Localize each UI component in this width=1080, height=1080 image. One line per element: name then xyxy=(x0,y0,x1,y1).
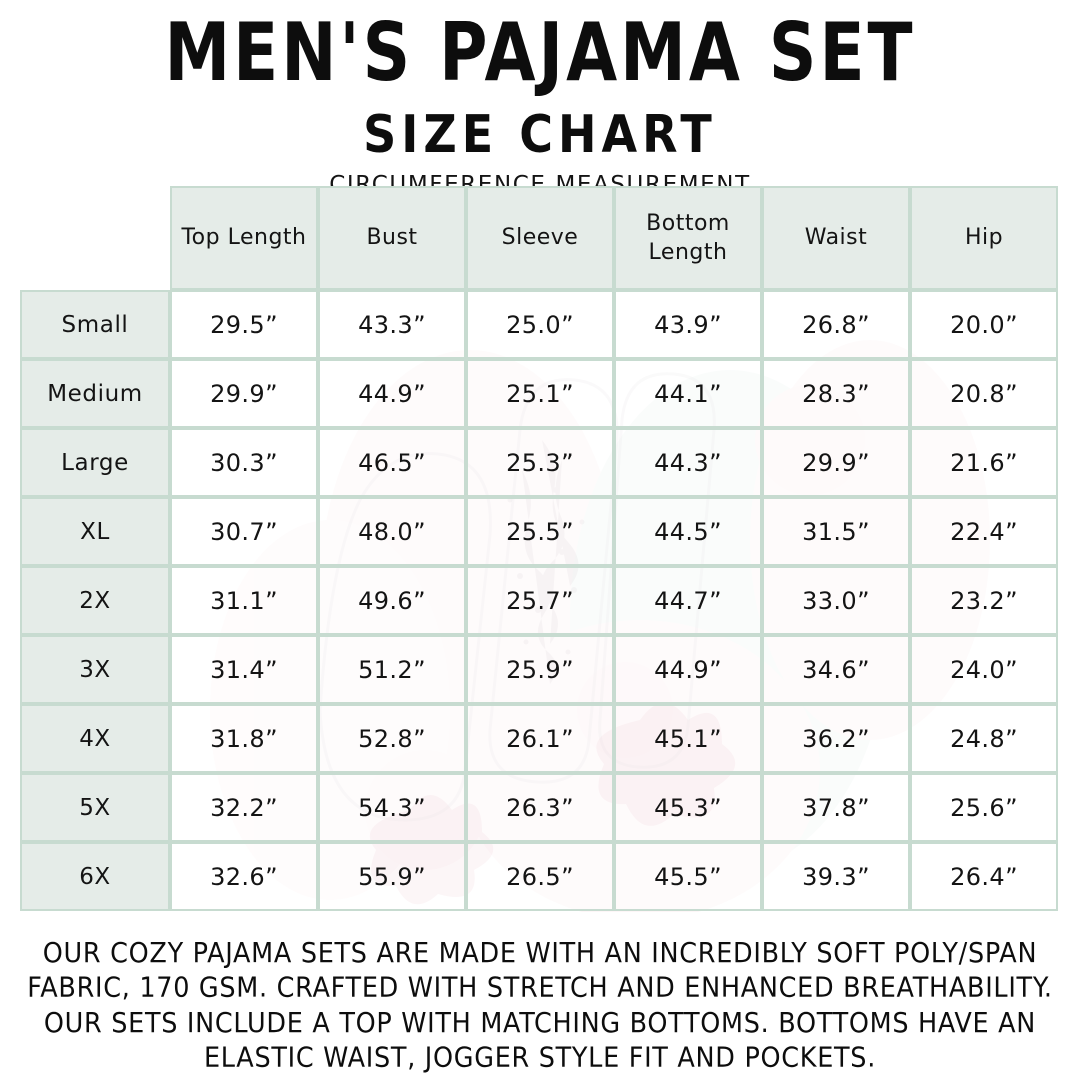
cell-3x-bust: 51.2” xyxy=(318,635,466,704)
cell-2x-bust: 49.6” xyxy=(318,566,466,635)
cell-large-hip: 21.6” xyxy=(910,428,1058,497)
cell-6x-hip: 26.4” xyxy=(910,842,1058,911)
row-label-4x: 4X xyxy=(20,704,170,773)
cell-xl-bottom-length: 44.5” xyxy=(614,497,762,566)
cell-3x-bottom-length: 44.9” xyxy=(614,635,762,704)
cell-medium-hip: 20.8” xyxy=(910,359,1058,428)
cell-xl-waist: 31.5” xyxy=(762,497,910,566)
cell-5x-sleeve: 26.3” xyxy=(466,773,614,842)
cell-large-waist: 29.9” xyxy=(762,428,910,497)
size-chart-table-wrapper: Top Length Bust Sleeve Bottom Length Wai… xyxy=(20,186,1058,912)
cell-3x-top-length: 31.4” xyxy=(170,635,318,704)
cell-small-waist: 26.8” xyxy=(762,290,910,359)
cell-medium-top-length: 29.9” xyxy=(170,359,318,428)
cell-6x-bust: 55.9” xyxy=(318,842,466,911)
cell-6x-waist: 39.3” xyxy=(762,842,910,911)
cell-xl-sleeve: 25.5” xyxy=(466,497,614,566)
cell-5x-hip: 25.6” xyxy=(910,773,1058,842)
cell-small-top-length: 29.5” xyxy=(170,290,318,359)
cell-large-bust: 46.5” xyxy=(318,428,466,497)
column-header-top-length: Top Length xyxy=(170,186,318,290)
cell-small-bust: 43.3” xyxy=(318,290,466,359)
cell-medium-waist: 28.3” xyxy=(762,359,910,428)
column-header-bust: Bust xyxy=(318,186,466,290)
table-row: 6X 32.6” 55.9” 26.5” 45.5” 39.3” 26.4” xyxy=(20,842,1058,911)
table-row: Small 29.5” 43.3” 25.0” 43.9” 26.8” 20.0… xyxy=(20,290,1058,359)
column-header-hip: Hip xyxy=(910,186,1058,290)
cell-small-sleeve: 25.0” xyxy=(466,290,614,359)
table-row: 2X 31.1” 49.6” 25.7” 44.7” 33.0” 23.2” xyxy=(20,566,1058,635)
cell-4x-bottom-length: 45.1” xyxy=(614,704,762,773)
cell-4x-waist: 36.2” xyxy=(762,704,910,773)
cell-2x-top-length: 31.1” xyxy=(170,566,318,635)
cell-4x-hip: 24.8” xyxy=(910,704,1058,773)
cell-medium-sleeve: 25.1” xyxy=(466,359,614,428)
cell-5x-bust: 54.3” xyxy=(318,773,466,842)
row-label-6x: 6X xyxy=(20,842,170,911)
table-row: 3X 31.4” 51.2” 25.9” 44.9” 34.6” 24.0” xyxy=(20,635,1058,704)
row-label-medium: Medium xyxy=(20,359,170,428)
table-row: 4X 31.8” 52.8” 26.1” 45.1” 36.2” 24.8” xyxy=(20,704,1058,773)
table-row: 5X 32.2” 54.3” 26.3” 45.3” 37.8” 25.6” xyxy=(20,773,1058,842)
cell-4x-sleeve: 26.1” xyxy=(466,704,614,773)
cell-5x-top-length: 32.2” xyxy=(170,773,318,842)
cell-3x-sleeve: 25.9” xyxy=(466,635,614,704)
cell-medium-bust: 44.9” xyxy=(318,359,466,428)
cell-6x-sleeve: 26.5” xyxy=(466,842,614,911)
cell-small-bottom-length: 43.9” xyxy=(614,290,762,359)
header-row: Top Length Bust Sleeve Bottom Length Wai… xyxy=(20,186,1058,290)
cell-3x-hip: 24.0” xyxy=(910,635,1058,704)
cell-2x-sleeve: 25.7” xyxy=(466,566,614,635)
cell-2x-waist: 33.0” xyxy=(762,566,910,635)
title-block: MEN'S PAJAMA SET SIZE CHART CIRCUMFERENC… xyxy=(0,5,1080,198)
column-header-bottom-length: Bottom Length xyxy=(614,186,762,290)
cell-large-sleeve: 25.3” xyxy=(466,428,614,497)
fabric-description: OUR COZY PAJAMA SETS ARE MADE WITH AN IN… xyxy=(27,937,1053,1075)
size-chart-table: Top Length Bust Sleeve Bottom Length Wai… xyxy=(20,186,1058,911)
cell-3x-waist: 34.6” xyxy=(762,635,910,704)
row-label-2x: 2X xyxy=(20,566,170,635)
table-row: Medium 29.9” 44.9” 25.1” 44.1” 28.3” 20.… xyxy=(20,359,1058,428)
cell-small-hip: 20.0” xyxy=(910,290,1058,359)
page-title: MEN'S PAJAMA SET xyxy=(164,5,916,100)
cell-5x-bottom-length: 45.3” xyxy=(614,773,762,842)
cell-xl-bust: 48.0” xyxy=(318,497,466,566)
row-label-small: Small xyxy=(20,290,170,359)
cell-xl-hip: 22.4” xyxy=(910,497,1058,566)
cell-medium-bottom-length: 44.1” xyxy=(614,359,762,428)
row-label-5x: 5X xyxy=(20,773,170,842)
table-body: Small 29.5” 43.3” 25.0” 43.9” 26.8” 20.0… xyxy=(20,290,1058,911)
cell-4x-top-length: 31.8” xyxy=(170,704,318,773)
cell-6x-bottom-length: 45.5” xyxy=(614,842,762,911)
cell-2x-hip: 23.2” xyxy=(910,566,1058,635)
cell-6x-top-length: 32.6” xyxy=(170,842,318,911)
cell-2x-bottom-length: 44.7” xyxy=(614,566,762,635)
cell-4x-bust: 52.8” xyxy=(318,704,466,773)
cell-5x-waist: 37.8” xyxy=(762,773,910,842)
column-header-waist: Waist xyxy=(762,186,910,290)
page-subtitle: SIZE CHART xyxy=(363,103,717,165)
cell-large-bottom-length: 44.3” xyxy=(614,428,762,497)
cell-large-top-length: 30.3” xyxy=(170,428,318,497)
cell-xl-top-length: 30.7” xyxy=(170,497,318,566)
corner-cell xyxy=(20,186,170,290)
table-header: Top Length Bust Sleeve Bottom Length Wai… xyxy=(20,186,1058,290)
table-row: XL 30.7” 48.0” 25.5” 44.5” 31.5” 22.4” xyxy=(20,497,1058,566)
row-label-large: Large xyxy=(20,428,170,497)
column-header-sleeve: Sleeve xyxy=(466,186,614,290)
table-row: Large 30.3” 46.5” 25.3” 44.3” 29.9” 21.6… xyxy=(20,428,1058,497)
row-label-xl: XL xyxy=(20,497,170,566)
row-label-3x: 3X xyxy=(20,635,170,704)
